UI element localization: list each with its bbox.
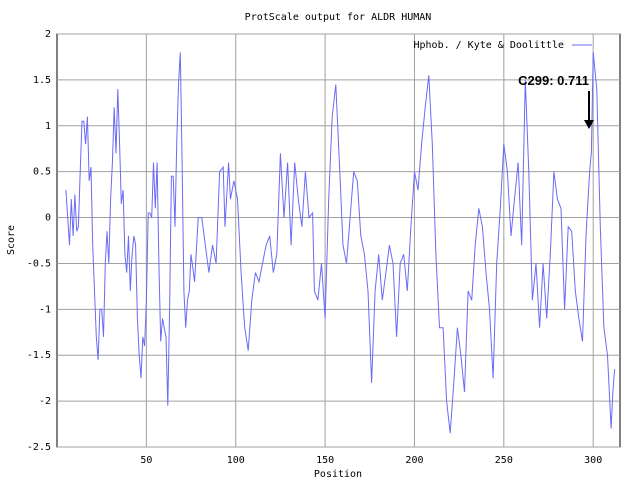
data-line bbox=[65, 52, 616, 434]
x-tick-label: 300 bbox=[584, 455, 602, 466]
y-tick-label: 0 bbox=[45, 213, 51, 224]
legend-label: Hphob. / Kyte & Doolittle bbox=[413, 40, 564, 51]
plot-frame bbox=[56, 33, 621, 448]
y-tick-label: 0.5 bbox=[33, 167, 51, 178]
x-tick-label: 250 bbox=[495, 455, 513, 466]
x-tick-label: 150 bbox=[316, 455, 334, 466]
x-tick-label: 200 bbox=[405, 455, 423, 466]
y-tick-label: -2.5 bbox=[27, 442, 51, 453]
y-axis-label: Score bbox=[6, 225, 17, 255]
y-tick-label: 2 bbox=[45, 29, 51, 40]
x-tick-label: 100 bbox=[227, 455, 245, 466]
y-tick-label: -1 bbox=[39, 304, 51, 315]
chart-title: ProtScale output for ALDR HUMAN bbox=[245, 12, 432, 23]
x-tick-label: 50 bbox=[140, 455, 152, 466]
annotation: C299: 0.711 bbox=[518, 73, 589, 88]
annotation-arrowhead bbox=[584, 120, 594, 129]
y-tick-label: -0.5 bbox=[27, 258, 51, 269]
y-tick-label: -1.5 bbox=[27, 350, 51, 361]
y-tick-label: 1 bbox=[45, 121, 51, 132]
x-axis-label: Position bbox=[314, 469, 362, 480]
y-tick-label: 1.5 bbox=[33, 75, 51, 86]
y-tick-label: -2 bbox=[39, 396, 51, 407]
